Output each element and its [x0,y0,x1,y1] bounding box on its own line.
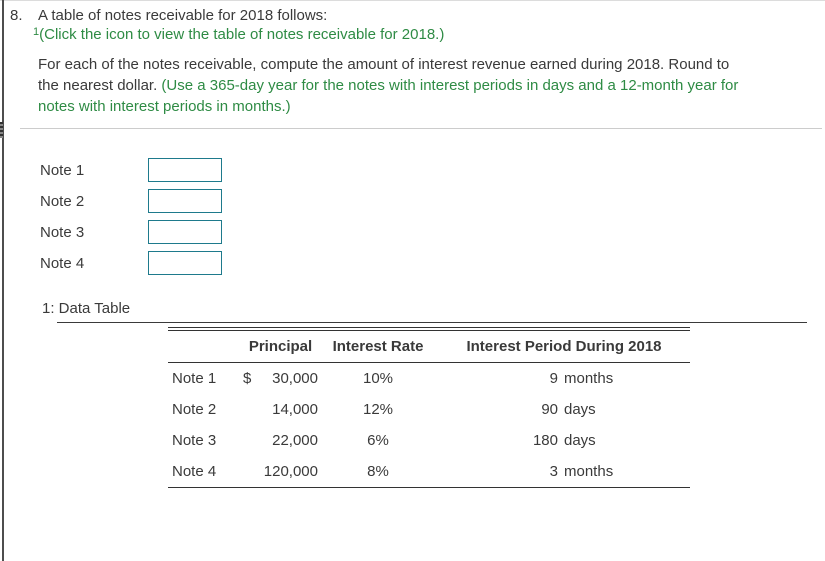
table-border-line [168,330,690,331]
top-border [0,0,825,1]
table-header-row: Principal Interest Rate Interest Period … [168,331,690,363]
note-1-answer-input[interactable] [148,158,222,182]
table-border-line [168,327,690,328]
interest-period-cell: 3 months [438,463,690,480]
row-label: Note 1 [172,370,217,387]
footnote-superscript: 1 [33,26,40,38]
period-number: 180 [532,432,558,449]
note-4-answer-input[interactable] [148,251,222,275]
left-edge-marker [0,122,3,138]
principal-amount: 120,000 [263,463,318,480]
interest-period-cell: 180 days [438,432,690,449]
instruction-paragraph: For each of the notes receivable, comput… [38,54,738,117]
table-row: Note 3 22,000 6% 180 days [168,425,690,456]
currency-symbol: $ [243,370,252,387]
note-3-label: Note 3 [40,223,85,241]
period-number: 9 [549,370,558,387]
principal-cell: 14,000 [243,401,318,418]
period-number: 90 [541,401,558,418]
left-border [2,0,4,561]
data-table-top-rule [57,322,807,323]
principal-amount: 30,000 [272,370,318,387]
instruction-line-2-black: the nearest dollar. [38,77,162,94]
instruction-line-1: For each of the notes receivable, comput… [38,56,730,73]
principal-amount: 14,000 [272,401,318,418]
table-border-line [168,487,690,488]
principal-amount: 22,000 [272,432,318,449]
note-4-label: Note 4 [40,254,85,272]
row-label: Note 3 [172,432,217,449]
answer-row-note-1: Note 1 [40,158,222,182]
period-unit: days [564,432,596,449]
table-row: Note 1 $ 30,000 10% 9 months [168,363,690,394]
interest-rate-cell: 6% [367,432,389,449]
data-table-hint-link[interactable]: 1(Click the icon to view the table of no… [33,23,444,44]
instruction-line-2-green: (Use a 365-day year for the notes with i… [161,77,739,94]
question-title: A table of notes receivable for 2018 fol… [38,7,328,24]
header-principal: Principal [248,338,313,355]
note-2-answer-input[interactable] [148,189,222,213]
answer-row-note-3: Note 3 [40,220,222,244]
hint-link-text[interactable]: (Click the icon to view the table of not… [39,26,445,43]
header-interest-rate: Interest Rate [332,338,424,355]
note-1-label: Note 1 [40,161,85,179]
table-row: Note 2 14,000 12% 90 days [168,394,690,425]
principal-cell: 22,000 [243,432,318,449]
header-interest-period: Interest Period During 2018 [466,338,662,355]
period-unit: months [564,370,614,387]
interest-period-cell: 90 days [438,401,690,418]
principal-cell: $ 30,000 [243,370,318,387]
data-table-heading: 1: Data Table [42,300,131,317]
period-unit: months [564,463,614,480]
section-divider [20,128,822,129]
period-number: 3 [549,463,558,480]
instruction-line-3: notes with interest periods in months.) [38,98,291,115]
row-label: Note 2 [172,401,217,418]
interest-period-cell: 9 months [438,370,690,387]
answer-row-note-4: Note 4 [40,251,222,275]
instruction-line-2: the nearest dollar. (Use a 365-day year … [38,75,738,96]
interest-rate-cell: 12% [362,401,394,418]
answer-row-note-2: Note 2 [40,189,222,213]
interest-rate-cell: 10% [362,370,394,387]
row-label: Note 4 [172,463,217,480]
note-2-label: Note 2 [40,192,85,210]
period-unit: days [564,401,596,418]
note-3-answer-input[interactable] [148,220,222,244]
principal-cell: 120,000 [243,463,318,480]
interest-rate-cell: 8% [367,463,389,480]
data-table: Principal Interest Rate Interest Period … [168,327,690,488]
table-row: Note 4 120,000 8% 3 months [168,456,690,487]
question-number: 8. [10,7,23,24]
